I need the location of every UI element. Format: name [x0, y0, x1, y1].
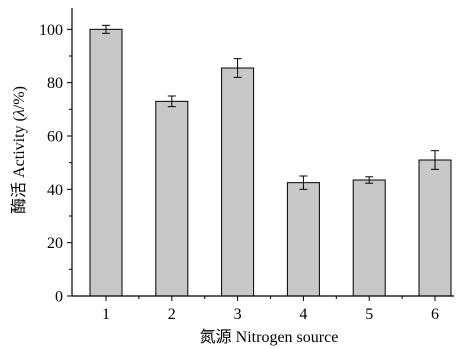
- bar-1: [89, 28, 123, 297]
- bar-3: [221, 67, 255, 297]
- error-bar-2: [167, 95, 176, 108]
- y-tick-label: 60: [47, 129, 63, 146]
- bar-4: [286, 182, 320, 297]
- bar-2: [155, 100, 189, 297]
- error-bar-5: [365, 176, 374, 184]
- y-tick-label: 40: [47, 182, 63, 199]
- x-tick-label: 4: [299, 306, 307, 323]
- x-tick-label: 6: [431, 306, 439, 323]
- x-ticks-group: 1 2 3 4 5 6: [102, 296, 439, 323]
- y-tick-label: 0: [55, 289, 63, 306]
- y-tick-label: 20: [47, 235, 63, 252]
- y-axis-title-symbol: λ: [11, 109, 28, 117]
- error-bar-6: [431, 150, 439, 170]
- y-tick-label: 100: [39, 22, 63, 39]
- error-bar-1: [102, 24, 110, 34]
- error-bars-group: [102, 24, 439, 190]
- bars-group: [89, 28, 452, 297]
- error-bar-3: [233, 58, 242, 78]
- x-tick-label: 1: [102, 306, 110, 323]
- bar-6: [418, 159, 452, 297]
- x-tick-label: 5: [365, 306, 373, 323]
- error-bar-4: [299, 175, 308, 190]
- y-axis-title: 酶活 Activity (λ/%): [10, 86, 28, 214]
- y-axis-title-prefix: 酶活 Activity (: [10, 116, 28, 214]
- x-axis-title: 氮源 Nitrogen source: [200, 328, 339, 346]
- x-tick-label: 2: [168, 306, 176, 323]
- y-ticks-group: 0 20 40 60 80 100: [39, 22, 72, 306]
- x-tick-label: 3: [234, 306, 242, 323]
- y-tick-label: 80: [47, 75, 63, 92]
- y-axis-title-suffix: /%): [11, 86, 28, 109]
- bar-5: [352, 179, 386, 297]
